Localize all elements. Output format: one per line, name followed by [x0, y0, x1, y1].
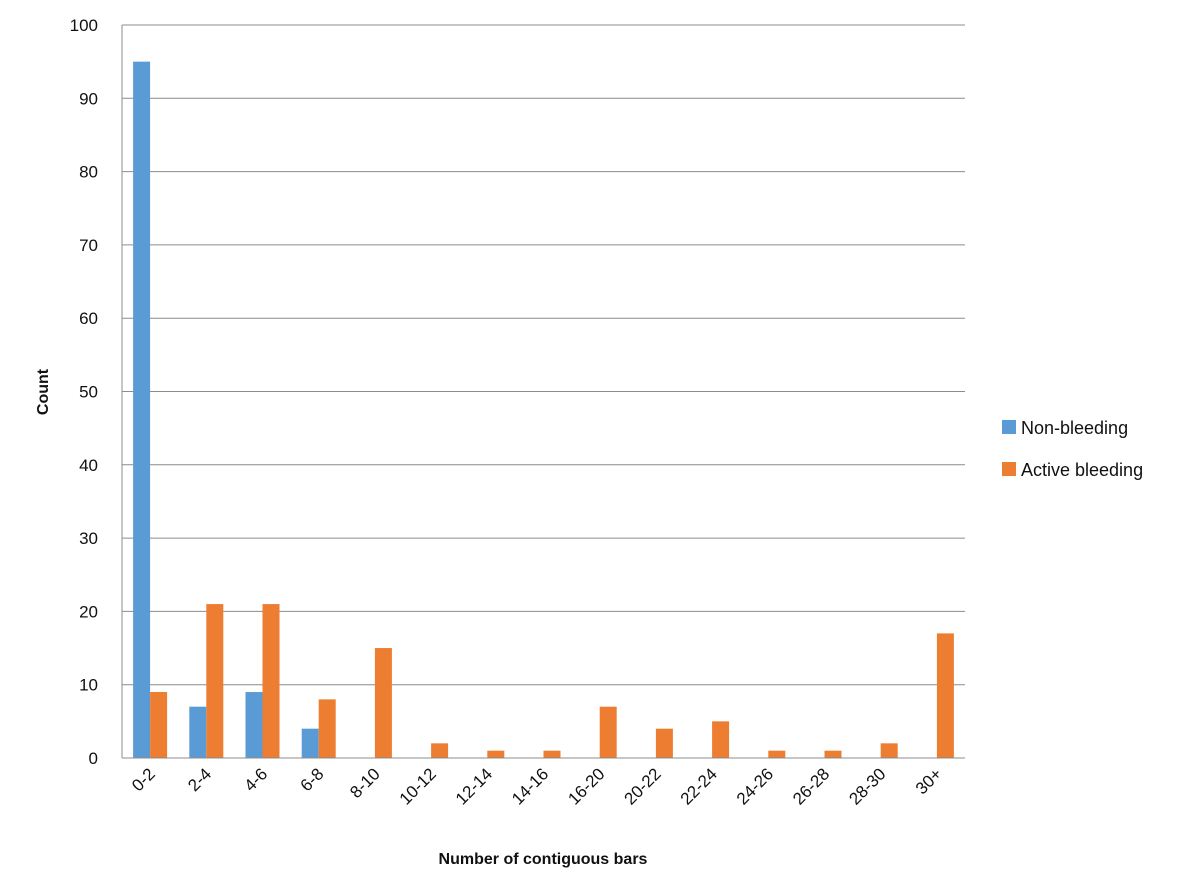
bar-active-bleeding [487, 750, 505, 758]
x-tick-label: 20-22 [621, 764, 665, 808]
bar-non-bleeding [133, 61, 151, 758]
bar-active-bleeding [880, 743, 898, 758]
bar-active-bleeding [824, 750, 842, 758]
y-tick-label: 20 [79, 602, 98, 621]
x-tick-label: 8-10 [346, 764, 383, 801]
y-axis-title: Count [35, 368, 52, 415]
x-tick-label: 4-6 [241, 764, 272, 795]
bar-active-bleeding [936, 633, 954, 758]
bar-active-bleeding [318, 699, 336, 758]
legend-label-non-bleeding: Non-bleeding [1021, 418, 1128, 438]
y-tick-label: 60 [79, 309, 98, 328]
legend-swatch-non-bleeding [1002, 420, 1016, 434]
y-axis-ticks: 0 10 20 30 40 50 60 70 80 90 100 [70, 16, 98, 768]
y-tick-label: 10 [79, 676, 98, 695]
x-tick-label: 22-24 [677, 764, 721, 808]
x-tick-label: 16-20 [564, 764, 608, 808]
y-tick-label: 70 [79, 236, 98, 255]
bar-active-bleeding [712, 721, 730, 758]
x-tick-label: 14-16 [508, 764, 552, 808]
x-tick-label: 6-8 [297, 764, 328, 795]
bar-active-bleeding [768, 750, 786, 758]
x-axis-title: Number of contiguous bars [439, 851, 648, 868]
y-tick-label: 40 [79, 456, 98, 475]
bar-non-bleeding [301, 728, 319, 758]
gridlines [122, 24, 965, 686]
y-tick-label: 100 [70, 16, 98, 35]
bar-active-bleeding [150, 692, 168, 758]
bar-non-bleeding [245, 692, 263, 758]
bar-active-bleeding [599, 706, 617, 758]
x-tick-label: 28-30 [845, 764, 889, 808]
x-tick-label: 2-4 [184, 764, 215, 795]
y-tick-label: 80 [79, 163, 98, 182]
bar-active-bleeding [262, 604, 280, 758]
legend: Non-bleeding Active bleeding [1002, 418, 1143, 480]
y-tick-label: 0 [89, 749, 98, 768]
bars [133, 61, 954, 758]
x-tick-label: 30+ [912, 764, 946, 798]
bar-active-bleeding [374, 648, 392, 758]
x-axis-ticks: 0-2 2-4 4-6 6-8 8-10 10-12 12-14 14-16 16-20 20-2… [128, 764, 946, 808]
x-tick-label: 12-14 [452, 764, 496, 808]
legend-swatch-active-bleeding [1002, 462, 1016, 476]
bar-active-bleeding [543, 750, 561, 758]
bar-non-bleeding [189, 706, 207, 758]
bar-active-bleeding [206, 604, 224, 758]
x-tick-label: 0-2 [128, 764, 159, 795]
y-tick-label: 30 [79, 529, 98, 548]
y-tick-label: 90 [79, 89, 98, 108]
legend-label-active-bleeding: Active bleeding [1021, 460, 1143, 480]
x-tick-label: 24-26 [733, 764, 777, 808]
bar-active-bleeding [431, 743, 449, 758]
y-tick-label: 50 [79, 383, 98, 402]
x-tick-label: 10-12 [396, 764, 440, 808]
x-tick-label: 26-28 [789, 764, 833, 808]
bar-active-bleeding [655, 728, 673, 758]
